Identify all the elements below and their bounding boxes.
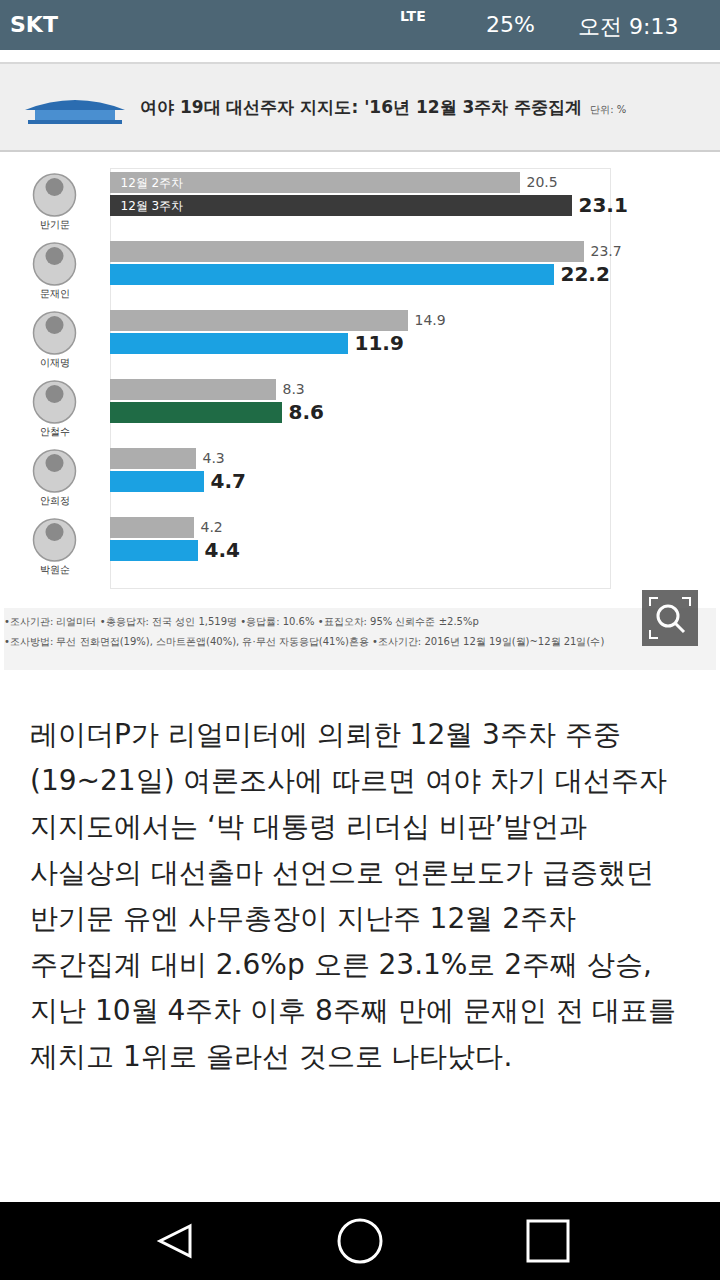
svg-text:22.2: 22.2	[561, 262, 610, 286]
svg-text:안희정: 안희정	[40, 495, 70, 506]
svg-text:4.4: 4.4	[205, 538, 240, 562]
svg-text:12월 2주차: 12월 2주차	[121, 176, 184, 190]
svg-text:8.3: 8.3	[283, 381, 305, 397]
svg-text:4.2: 4.2	[201, 519, 223, 535]
svg-text:8.6: 8.6	[289, 400, 324, 424]
svg-text:반기문: 반기문	[40, 219, 70, 230]
html-text:•조사방법: 무선 전화면접(19%), 스마트폰앱(40%: •조사방법: 무선 전화면접(19%), 스마트폰앱(40%), 유·무선 자동…	[4, 636, 605, 647]
svg-text:문재인: 문재인	[40, 288, 70, 299]
svg-text:안철수: 안철수	[40, 426, 70, 437]
html-text:•조사기관: 리얼미터 •총응답자: 전국 성인 1,519: •조사기관: 리얼미터 •총응답자: 전국 성인 1,519명 •응답률: 10…	[4, 616, 479, 627]
svg-text:23.7: 23.7	[591, 243, 622, 259]
svg-text:4.7: 4.7	[211, 469, 246, 493]
html-text:단위: %: 단위: %	[590, 104, 627, 115]
html-text:레이더P가 리얼미터에 의뢰한 12월 3주차 주중(19~: 레이더P가 리얼미터에 의뢰한 12월 3주차 주중(19~21일) 여론조사에…	[30, 718, 677, 1073]
svg-text:14.9: 14.9	[415, 312, 446, 328]
svg-text:20.5: 20.5	[527, 174, 558, 190]
html-text:오전 9:13: 오전 9:13	[578, 14, 679, 39]
svg-text:이재명: 이재명	[40, 357, 70, 368]
svg-text:4.3: 4.3	[203, 450, 225, 466]
svg-text:11.9: 11.9	[355, 331, 404, 355]
svg-text:박원순: 박원순	[40, 564, 70, 575]
html-text:여야 19대 대선주자 지지도: '16년 12월 3주차: 여야 19대 대선주자 지지도: '16년 12월 3주차 주중집계	[140, 97, 583, 117]
svg-text:12월 3주차: 12월 3주차	[121, 199, 184, 213]
html-text:LTE: LTE	[400, 8, 426, 24]
svg-text:23.1: 23.1	[579, 193, 628, 217]
html-text:25%: 25%	[486, 12, 535, 37]
html-text:SKT: SKT	[10, 12, 58, 37]
